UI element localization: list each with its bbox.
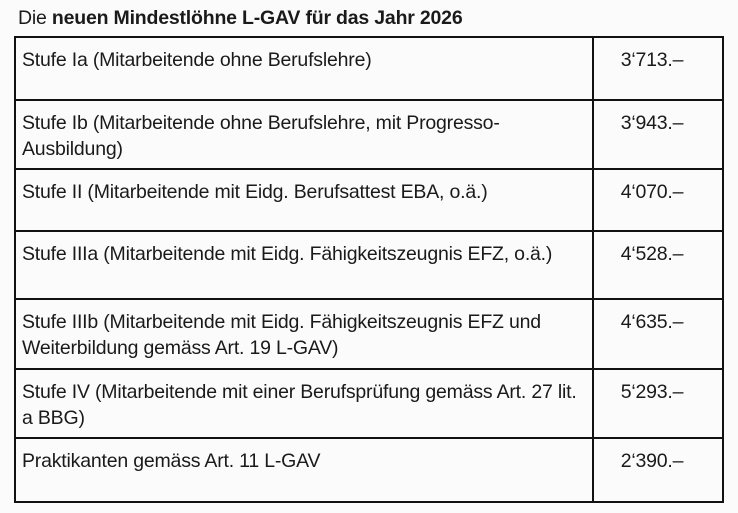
table-row: Stufe IV (Mitarbeitende mit einer Berufs… xyxy=(14,368,724,439)
wage-level-label: Stufe IIIa (Mitarbeitende mit Eidg. Fähi… xyxy=(14,230,594,300)
table-row: Stufe II (Mitarbeitende mit Eidg. Berufs… xyxy=(14,168,724,232)
wage-level-label: Stufe II (Mitarbeitende mit Eidg. Berufs… xyxy=(14,168,594,232)
page-title: Die neuen Mindestlöhne L-GAV für das Jah… xyxy=(18,7,463,29)
wage-level-label: Praktikanten gemäss Art. 11 L-GAV xyxy=(14,437,594,503)
wage-amount: 2‘390.– xyxy=(592,437,724,503)
table-row: Stufe IIIa (Mitarbeitende mit Eidg. Fähi… xyxy=(14,230,724,300)
wage-amount: 3‘713.– xyxy=(592,36,724,101)
table-row: Praktikanten gemäss Art. 11 L-GAV 2‘390.– xyxy=(14,437,724,503)
wage-amount: 4‘070.– xyxy=(592,168,724,232)
table-row: Stufe IIIb (Mitarbeitende mit Eidg. Fähi… xyxy=(14,298,724,370)
wage-amount: 4‘528.– xyxy=(592,230,724,300)
wage-level-label: Stufe Ia (Mitarbeitende ohne Berufslehre… xyxy=(14,36,594,101)
table-row: Stufe Ib (Mitarbeitende ohne Berufslehre… xyxy=(14,99,724,170)
table-row: Stufe Ia (Mitarbeitende ohne Berufslehre… xyxy=(14,36,724,101)
minimum-wage-table: Stufe Ia (Mitarbeitende ohne Berufslehre… xyxy=(14,36,724,503)
wage-level-label: Stufe IV (Mitarbeitende mit einer Berufs… xyxy=(14,368,594,439)
wage-amount: 4‘635.– xyxy=(592,298,724,370)
wage-amount: 3‘943.– xyxy=(592,99,724,170)
wage-level-label: Stufe IIIb (Mitarbeitende mit Eidg. Fähi… xyxy=(14,298,594,370)
wage-amount: 5‘293.– xyxy=(592,368,724,439)
wage-level-label: Stufe Ib (Mitarbeitende ohne Berufslehre… xyxy=(14,99,594,170)
